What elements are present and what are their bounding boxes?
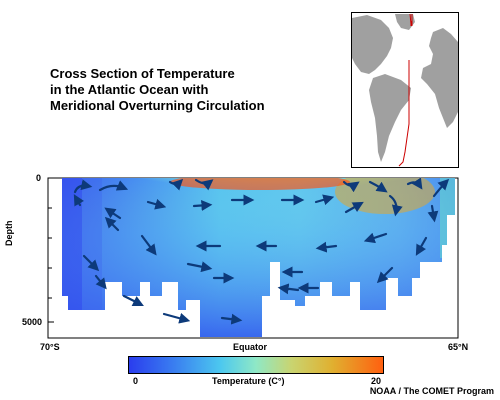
- arrow: [363, 232, 388, 244]
- arrow: [427, 204, 439, 223]
- arrow: [376, 266, 394, 284]
- y-tick-bottom: 5000: [22, 317, 43, 327]
- arrow: [104, 216, 120, 232]
- arrow: [388, 194, 403, 217]
- x-tick-mid: Equator: [233, 342, 268, 352]
- arrow: [368, 180, 388, 193]
- transect-path: [409, 13, 412, 25]
- arrow: [104, 207, 122, 220]
- arrow: [342, 180, 360, 193]
- colorbar-label: Temperature (C°): [212, 376, 285, 386]
- y-axis-ticks: [48, 177, 54, 323]
- europe-africa-landmass: [421, 28, 458, 128]
- arrow: [220, 313, 243, 325]
- y-axis-label: Depth: [4, 220, 14, 247]
- transect-polyline-south: [398, 60, 410, 167]
- colorbar-max: 20: [371, 376, 382, 386]
- arrow: [406, 177, 423, 190]
- arrow: [186, 261, 213, 273]
- arrow: [415, 236, 428, 256]
- arrow: [194, 178, 214, 191]
- title-line-2: in the Atlantic Ocean with: [50, 82, 209, 97]
- arrow: [314, 194, 335, 206]
- y-tick-top: 0: [36, 173, 42, 183]
- credit-text: NOAA / The COMET Program: [369, 386, 494, 396]
- x-tick-right: 65°N: [448, 342, 469, 352]
- arrow: [94, 274, 107, 290]
- arrow: [98, 180, 129, 192]
- temperature-colorbar: [128, 356, 384, 374]
- arrow: [73, 194, 85, 207]
- arrow: [140, 234, 157, 256]
- arrow: [73, 179, 93, 194]
- arrow: [168, 178, 184, 191]
- arrow: [277, 283, 300, 295]
- inset-locator-map: [351, 12, 459, 168]
- colorbar-min: 0: [133, 376, 139, 386]
- south-america-landmass: [369, 74, 411, 162]
- circulation-arrows: [73, 177, 450, 325]
- north-america-landmass: [352, 15, 393, 74]
- diagram-title: Cross Section of Temperature in the Atla…: [50, 66, 340, 114]
- arrow: [432, 178, 450, 198]
- x-tick-left: 70°S: [40, 342, 60, 352]
- arrow: [192, 199, 213, 211]
- arrow: [344, 201, 364, 214]
- arrow: [82, 254, 100, 272]
- arrow: [162, 312, 191, 324]
- arrow: [146, 198, 167, 210]
- title-line-3: Meridional Overturning Circulation: [50, 98, 265, 113]
- arrow: [315, 241, 338, 253]
- title-line-1: Cross Section of Temperature: [50, 66, 235, 81]
- arrow: [122, 294, 144, 306]
